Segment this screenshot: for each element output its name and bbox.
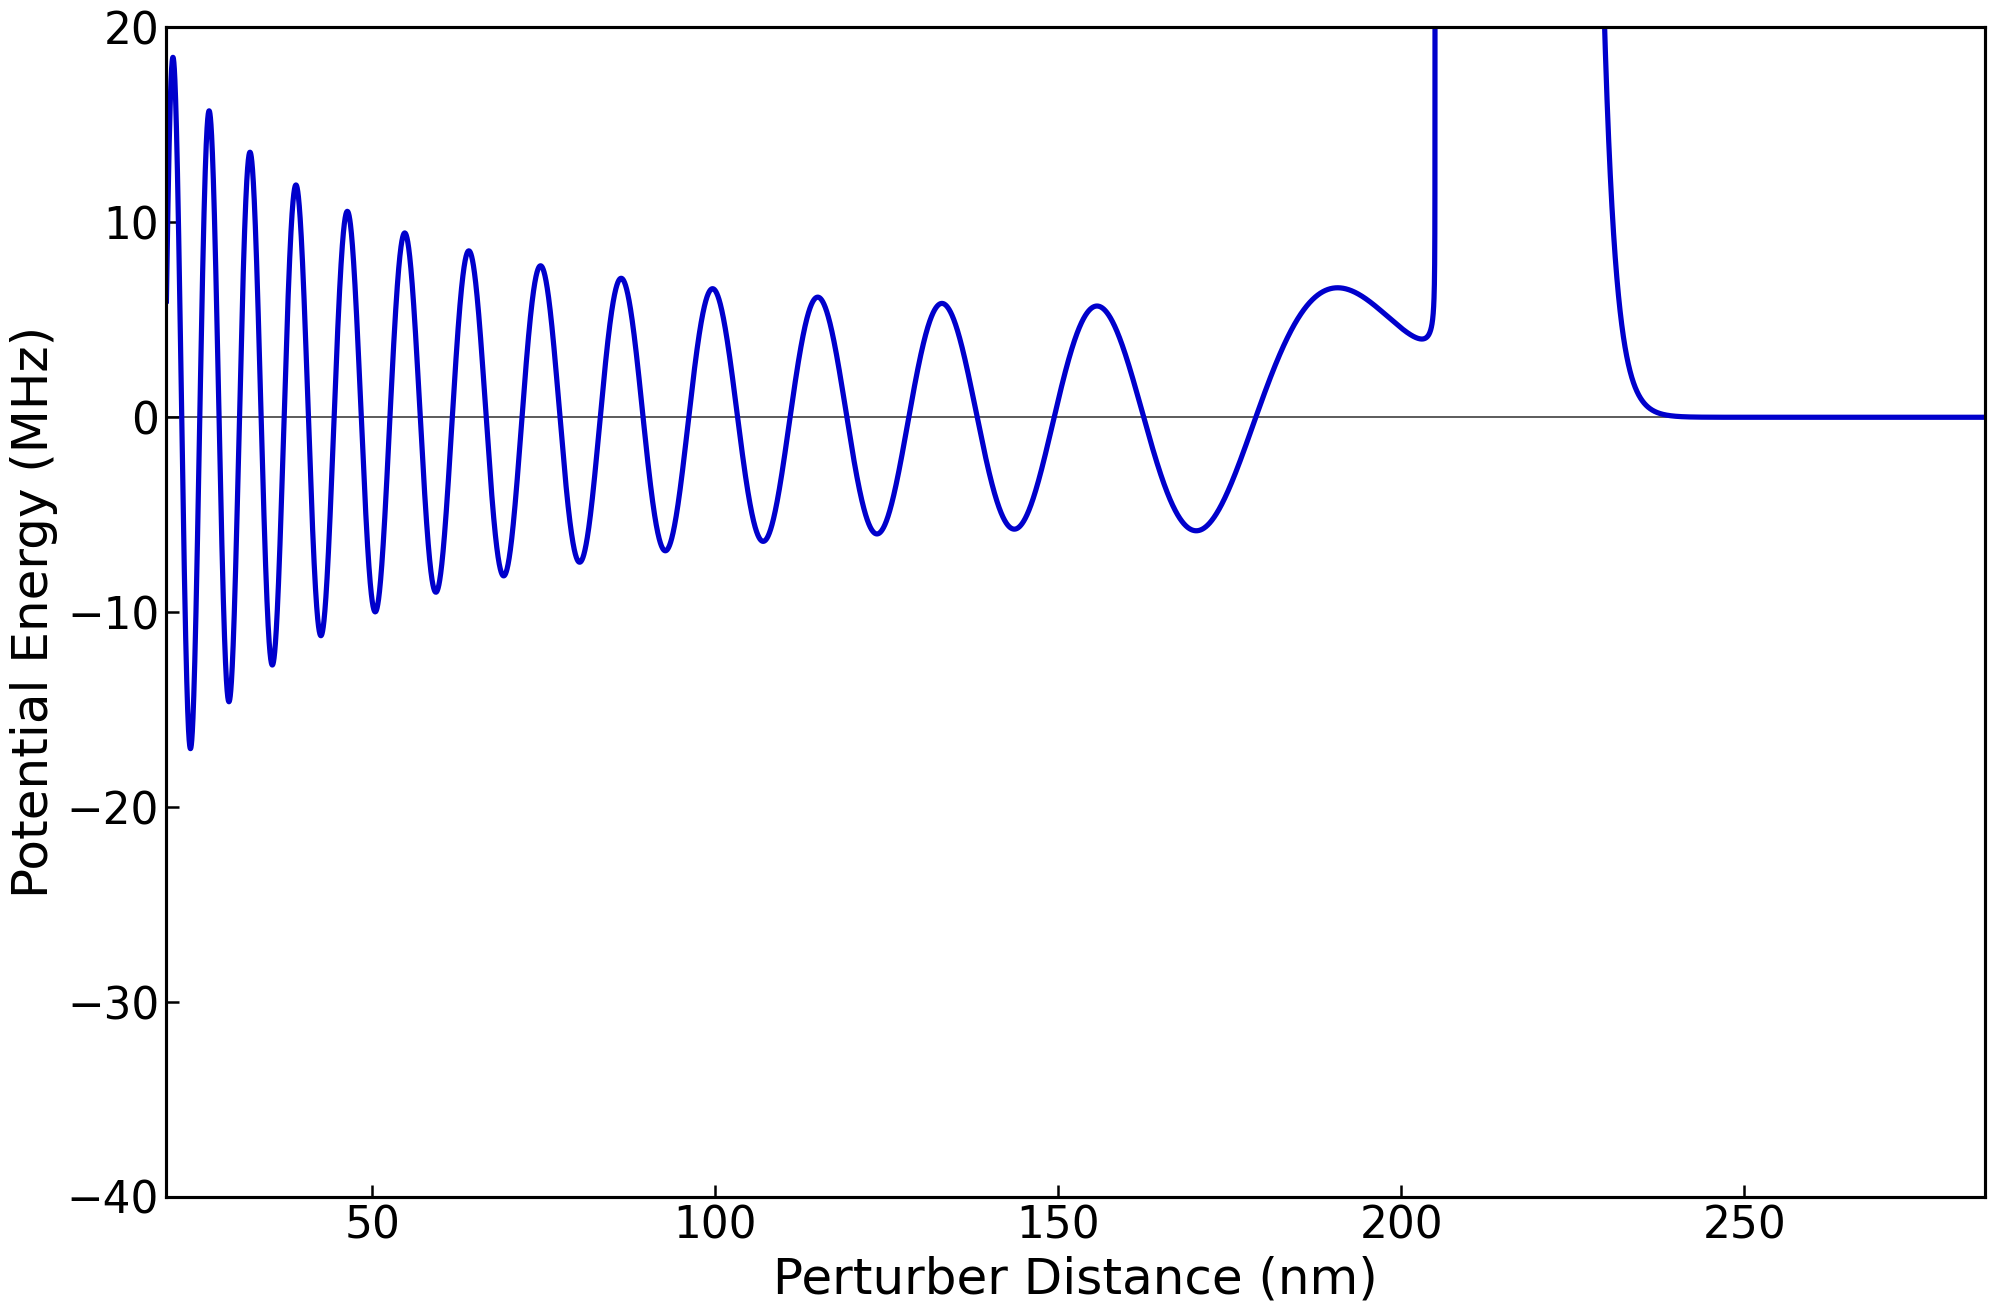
X-axis label: Perturber Distance (nm): Perturber Distance (nm) — [774, 1256, 1379, 1303]
Y-axis label: Potential Energy (MHz): Potential Energy (MHz) — [10, 326, 58, 899]
